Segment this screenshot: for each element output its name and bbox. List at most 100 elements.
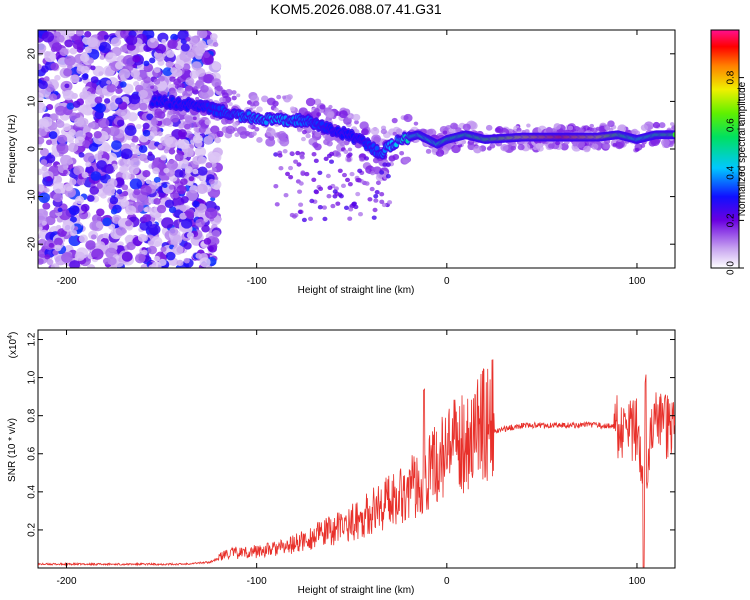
heatmap-halo-blob: [380, 128, 387, 135]
heatmap-halo-blob: [403, 113, 413, 123]
heatmap-halo-blob: [265, 127, 276, 137]
spectrogram-xlabel: Height of straight line (km): [298, 285, 415, 296]
heatmap-noise-blob: [85, 165, 94, 174]
spectrogram-y-tick-label: -10: [27, 189, 38, 204]
heatmap-noise-blob: [121, 251, 133, 262]
heatmap-halo-blob: [285, 171, 291, 177]
heatmap-halo-blob: [359, 157, 365, 162]
heatmap-noise-blob: [199, 257, 211, 268]
heatmap-noise-blob: [187, 180, 194, 187]
heatmap-halo-blob: [354, 120, 359, 125]
heatmap-halo-blob: [282, 95, 287, 100]
heatmap-halo-blob: [338, 193, 344, 199]
heatmap-noise-blob: [181, 218, 193, 229]
colorbar-tick-label: 0.2: [726, 213, 737, 227]
heatmap-noise-blob: [44, 51, 51, 57]
heatmap-halo-blob: [578, 127, 585, 134]
heatmap-halo-blob: [153, 78, 161, 85]
heatmap-noise-blob: [153, 66, 161, 74]
heatmap-noise-blob: [45, 154, 56, 164]
heatmap-noise-blob: [142, 214, 152, 223]
heatmap-noise-blob: [156, 204, 167, 214]
colorbar-gradient: [710, 29, 740, 269]
spectrogram-x-tick-label: 100: [629, 276, 646, 287]
heatmap-noise-blob: [138, 254, 146, 261]
heatmap-noise-blob: [189, 70, 199, 79]
heatmap-noise-blob: [49, 113, 58, 121]
heatmap-halo-blob: [658, 122, 666, 129]
heatmap-noise-blob: [145, 179, 151, 184]
heatmap-noise-blob: [67, 142, 79, 153]
heatmap-noise-blob: [78, 152, 85, 158]
heatmap-halo-blob: [347, 216, 353, 221]
heatmap-noise-blob: [106, 178, 118, 188]
heatmap-noise-blob: [64, 83, 70, 89]
heatmap-halo-blob: [325, 173, 331, 179]
heatmap-noise-blob: [214, 137, 222, 144]
heatmap-halo-blob: [364, 156, 370, 161]
heatmap-noise-blob: [187, 49, 197, 58]
heatmap-noise-blob: [205, 265, 212, 268]
heatmap-halo-blob: [300, 170, 306, 175]
heatmap-noise-blob: [165, 61, 174, 68]
heatmap-noise-blob: [91, 248, 104, 260]
heatmap-halo-blob: [395, 128, 403, 135]
heatmap-noise-blob: [160, 154, 167, 161]
heatmap-halo-blob: [392, 131, 398, 136]
heatmap-noise-blob: [54, 74, 61, 81]
heatmap-halo-blob: [357, 168, 363, 174]
colorbar-tick-label: 0.4: [726, 165, 737, 179]
heatmap-noise-blob: [192, 155, 203, 165]
heatmap-halo-blob: [640, 124, 649, 131]
heatmap-noise-blob: [96, 183, 103, 189]
heatmap-halo-blob: [254, 126, 260, 132]
heatmap-noise-blob: [103, 144, 112, 152]
snr-y-multiplier: (x104): [7, 332, 19, 359]
heatmap-halo-blob: [402, 156, 411, 164]
heatmap-halo-blob: [329, 159, 335, 164]
heatmap-halo-blob: [591, 143, 599, 150]
heatmap-noise-blob: [109, 196, 119, 205]
heatmap-halo-blob: [301, 136, 306, 142]
heatmap-noise-blob: [100, 192, 107, 199]
heatmap-noise-blob: [86, 264, 96, 268]
heatmap-noise-blob: [168, 206, 177, 214]
heatmap-halo-blob: [298, 202, 304, 207]
heatmap-noise-blob: [97, 117, 110, 129]
heatmap-noise-blob: [142, 170, 151, 178]
heatmap-noise-blob: [174, 153, 184, 162]
heatmap-noise-blob: [59, 47, 69, 57]
heatmap-noise-blob: [151, 261, 162, 268]
heatmap-noise-blob: [192, 134, 203, 144]
heatmap-halo-blob: [379, 170, 385, 175]
heatmap-halo-blob: [286, 94, 293, 100]
heatmap-halo-blob: [295, 150, 301, 156]
heatmap-halo-blob: [193, 86, 198, 91]
heatmap-halo-blob: [298, 181, 304, 186]
heatmap-noise-blob: [85, 47, 92, 54]
heatmap-noise-blob: [153, 198, 161, 205]
heatmap-halo-blob: [426, 128, 434, 135]
heatmap-noise-blob: [153, 176, 161, 184]
heatmap-noise-blob: [118, 68, 131, 80]
heatmap-halo-blob: [374, 189, 380, 195]
heatmap-halo-blob: [555, 140, 561, 146]
heatmap-noise-blob: [41, 31, 55, 43]
heatmap-noise-blob: [203, 51, 211, 59]
heatmap-halo-blob: [261, 95, 269, 103]
heatmap-noise-blob: [89, 186, 100, 195]
heatmap-halo-blob: [371, 134, 382, 144]
heatmap-noise-blob: [125, 205, 137, 216]
colorbar-tick-label: 0.6: [726, 118, 737, 132]
heatmap-noise-blob: [198, 30, 208, 39]
heatmap-noise-blob: [38, 184, 45, 193]
heatmap-halo-blob: [278, 166, 284, 171]
heatmap-halo-blob: [330, 203, 336, 209]
spectrogram-y-tick-label: 10: [27, 95, 38, 107]
heatmap-noise-blob: [167, 39, 178, 49]
colorbar: 0.0 0.2 0.4 0.6 0.8 Normalized spectral ampl…: [710, 29, 748, 275]
heatmap-halo-blob: [225, 125, 235, 135]
heatmap-halo-blob: [435, 149, 445, 157]
heatmap-noise-blob: [76, 177, 86, 186]
heatmap-noise-blob: [38, 43, 47, 53]
